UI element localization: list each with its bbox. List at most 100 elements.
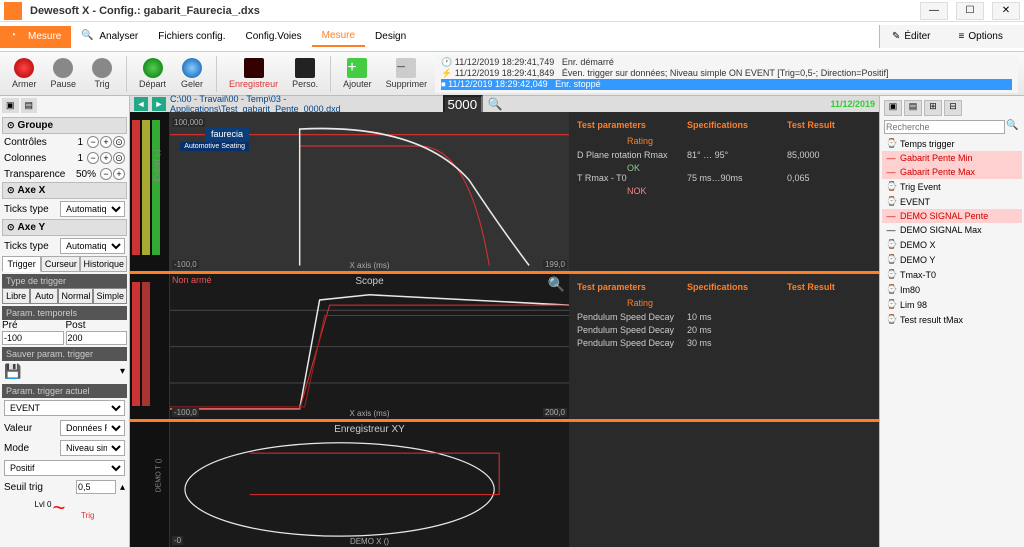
input-seuil[interactable] [76,480,116,494]
btn-options[interactable]: ≡Options [949,27,1013,46]
colonnes-reset[interactable]: ⊙ [113,152,125,164]
seuil-up[interactable]: ▴ [120,482,125,493]
btn-depart[interactable]: Départ [133,56,172,91]
channel-icon: — [886,167,896,177]
colonnes-minus[interactable]: − [87,152,99,164]
channel-item[interactable]: ⌚Test result tMax [882,312,1022,327]
minimize-button[interactable]: — [920,2,948,20]
tab-mesure-2[interactable]: Mesure [312,26,365,47]
chart1-ymax: 100,000 [172,118,205,127]
save-icon[interactable]: 💾 [4,363,21,380]
btn-ajouter[interactable]: +Ajouter [337,56,378,91]
tab-fichiers[interactable]: Fichiers config. [148,27,235,46]
tab-analyser[interactable]: 🔍Analyser [71,26,148,48]
channel-item[interactable]: —DEMO SIGNAL Max [882,223,1022,237]
channel-item[interactable]: —Gabarit Pente Max [882,165,1022,179]
tab-design[interactable]: Design [365,27,416,46]
rtool-2[interactable]: ▤ [904,100,922,116]
channel-icon: ⌚ [886,239,896,250]
nav-back[interactable]: ◄ [134,97,148,111]
nav-fwd[interactable]: ► [152,97,166,111]
rtool-1[interactable]: ▣ [884,100,902,116]
btn-auto[interactable]: Auto [30,288,58,304]
input-path-value[interactable] [443,95,483,114]
transp-plus[interactable]: + [113,168,125,180]
search-input[interactable] [884,120,1005,134]
chart1-plot[interactable]: -100,0 199,0 100,000 X axis (ms) faureci… [170,112,569,271]
btn-editer[interactable]: ✎Éditer [882,27,941,46]
label-pre: Pré [2,320,18,331]
btn-supprimer[interactable]: −Supprimer [380,56,434,91]
btn-armer[interactable]: Armer [6,56,43,91]
label-mode: Mode [4,443,56,454]
chart3-x0: -0 [172,536,183,545]
colonnes-plus[interactable]: + [100,152,112,164]
panel-tool-2[interactable]: ▤ [21,98,38,113]
channel-icon: — [886,225,896,235]
select-ticks-y[interactable]: Automatique [60,238,125,254]
select-valeur[interactable]: Données Réel [60,420,125,436]
select-event[interactable]: EVENT [4,400,125,416]
section-axe-y[interactable]: Axe Y [2,219,127,236]
btn-trig[interactable]: Trig [84,56,120,91]
chart1-x1: 199,0 [543,260,567,269]
btn-pause[interactable]: Pause [45,56,83,91]
maximize-button[interactable]: ☐ [956,2,984,20]
btn-libre[interactable]: Libre [2,288,30,304]
channel-item[interactable]: ⌚DEMO Y [882,252,1022,267]
channel-icon: ⌚ [886,299,896,310]
label-post: Post [66,320,86,331]
search-icon[interactable]: 🔍 [487,97,502,111]
trigger-icon [92,58,112,78]
chart2-rating-label: Rating [627,298,871,308]
controles-reset[interactable]: ⊙ [113,136,125,148]
channel-item[interactable]: ⌚Trig Event [882,179,1022,194]
chart3-plot[interactable]: Enregistreur XY -0 DEMO X () [170,422,569,547]
btn-perso[interactable]: Perso. [286,56,324,91]
panel-tool-1[interactable]: ▣ [2,98,19,113]
btn-enregistreur[interactable]: Enregistreur [223,56,284,91]
tab-config-voies[interactable]: Config.Voies [236,27,312,46]
window-title: Dewesoft X - Config.: gabarit_Faurecia_.… [30,5,920,17]
channel-label: Gabarit Pente Min [900,153,973,163]
channel-item[interactable]: ⌚DEMO X [882,237,1022,252]
freeze-icon [182,58,202,78]
select-positif[interactable]: Positif [4,460,125,476]
chart3-xlabel: DEMO X () [350,537,389,546]
channel-item[interactable]: ⌚Lim 98 [882,297,1022,312]
section-groupe[interactable]: Groupe [2,117,127,134]
tab-mesure[interactable]: ◔Mesure [0,26,71,48]
btn-geler[interactable]: Geler [174,56,210,91]
tab-trigger[interactable]: Trigger [2,256,41,272]
tab-historique[interactable]: Historique [80,256,127,272]
chevron-down-icon[interactable]: ▾ [120,366,125,377]
chart2-plot[interactable]: Non armé Scope 🔍 -100,0 200,0 X axis (ms… [170,274,569,419]
controles-minus[interactable]: − [87,136,99,148]
section-axe-x[interactable]: Axe X [2,182,127,199]
search-go-icon[interactable]: 🔍 [1005,120,1020,134]
chart2-xlabel: X axis (ms) [350,409,390,418]
chart1-r2-status: NOK [627,186,871,196]
menu-icon: ≡ [959,31,965,42]
channel-item[interactable]: —Gabarit Pente Min [882,151,1022,165]
channel-item[interactable]: —DEMO SIGNAL Pente [882,209,1022,223]
select-mode[interactable]: Niveau simple [60,440,125,456]
transp-minus[interactable]: − [100,168,112,180]
channel-item[interactable]: ⌚Temps trigger [882,136,1022,151]
select-ticks-x[interactable]: Automatique [60,201,125,217]
channel-icon: ⌚ [886,181,896,192]
rtool-4[interactable]: ⊟ [944,100,962,116]
controles-plus[interactable]: + [100,136,112,148]
input-pre[interactable] [2,331,64,345]
chart3-ylabel: DEMO T () [155,459,162,493]
tab-curseur[interactable]: Curseur [41,256,80,272]
input-post[interactable] [66,331,128,345]
channel-item[interactable]: ⌚Tmax-T0 [882,267,1022,282]
channel-item[interactable]: ⌚Im80 [882,282,1022,297]
btn-simple[interactable]: Simple [93,288,127,304]
plus-icon: + [347,58,367,78]
rtool-3[interactable]: ⊞ [924,100,942,116]
btn-normal[interactable]: Normal [58,288,93,304]
channel-item[interactable]: ⌚EVENT [882,194,1022,209]
close-button[interactable]: ✕ [992,2,1020,20]
